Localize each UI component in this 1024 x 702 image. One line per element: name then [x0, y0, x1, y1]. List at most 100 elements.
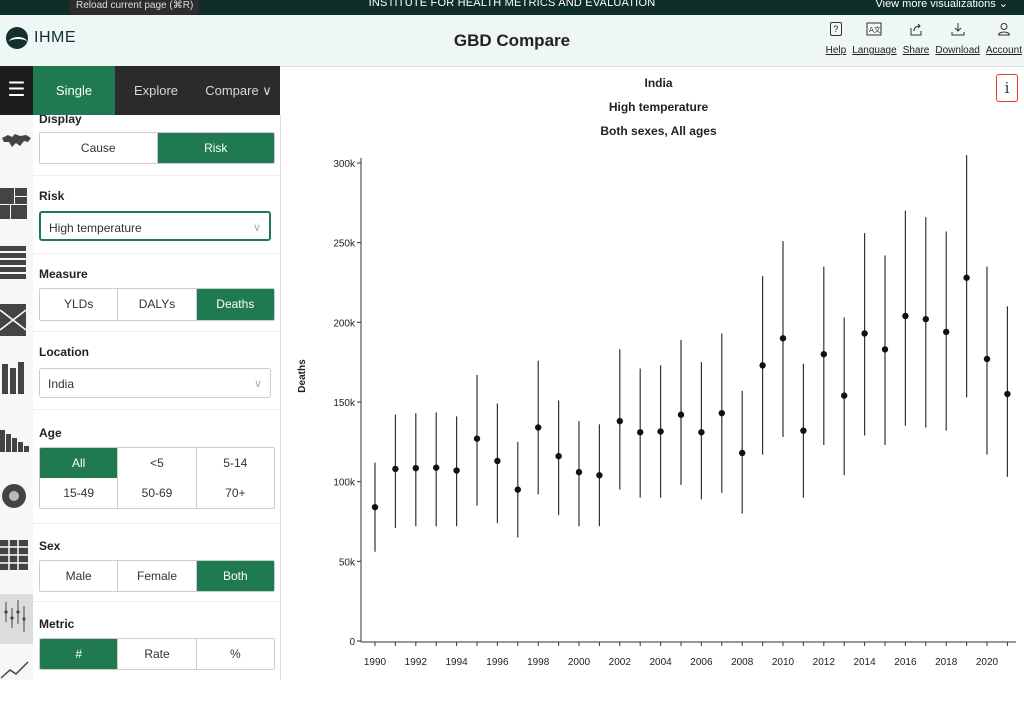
- data-point: [575, 468, 583, 476]
- location-title: Location: [39, 345, 89, 359]
- data-point: [881, 346, 889, 353]
- heatmap-viz-icon[interactable]: [0, 534, 33, 584]
- x-tick-label: 2000: [568, 657, 591, 668]
- help-icon: ?: [828, 21, 844, 37]
- x-tick-label: 2002: [609, 657, 632, 668]
- arrow-diagram-viz-icon[interactable]: [0, 242, 33, 292]
- uncertainty-viz-icon[interactable]: [0, 594, 33, 644]
- account-button[interactable]: Account: [986, 21, 1022, 56]
- metric-count-option[interactable]: #: [40, 639, 118, 669]
- chart-title-location: India: [644, 76, 673, 90]
- age-50-69-option[interactable]: 50-69: [117, 478, 196, 508]
- location-select[interactable]: India ∨: [39, 368, 271, 398]
- svg-text:A文: A文: [869, 25, 881, 34]
- ihme-logo-icon: [6, 27, 28, 49]
- ihme-logo[interactable]: IHME: [6, 27, 76, 49]
- data-point: [473, 435, 481, 442]
- share-button[interactable]: Share: [902, 21, 930, 56]
- sunburst-viz-icon[interactable]: [0, 476, 33, 526]
- header-tools: ? Help A文 Language Share Download Accou: [826, 21, 1022, 56]
- data-point: [800, 427, 807, 434]
- download-icon: [950, 21, 966, 37]
- patterns-viz-icon[interactable]: [0, 300, 33, 350]
- measure-title: Measure: [39, 267, 88, 281]
- data-point: [718, 409, 725, 417]
- hamburger-menu-icon[interactable]: ☰: [0, 66, 33, 115]
- measure-ylds-option[interactable]: YLDs: [40, 289, 118, 320]
- x-tick-label: 2008: [731, 657, 754, 668]
- data-point: [698, 429, 705, 436]
- info-button[interactable]: i: [996, 74, 1018, 102]
- download-button[interactable]: Download: [935, 21, 980, 56]
- data-point: [433, 464, 440, 471]
- help-button[interactable]: ? Help: [825, 21, 847, 56]
- risk-select[interactable]: High temperature ∨: [39, 211, 271, 241]
- x-tick-label: 2004: [649, 657, 672, 668]
- y-tick-label: 150k: [333, 398, 356, 409]
- metric-percent-option[interactable]: %: [195, 639, 274, 669]
- data-point: [922, 315, 929, 323]
- measure-deaths-option[interactable]: Deaths: [195, 289, 274, 320]
- data-point: [779, 335, 787, 342]
- metric-title: Metric: [39, 617, 75, 631]
- sex-male-option[interactable]: Male: [40, 561, 118, 591]
- sex-both-option[interactable]: Both: [195, 561, 274, 591]
- x-tick-label: 2012: [813, 657, 836, 668]
- map-viz-icon[interactable]: [0, 126, 33, 176]
- app-header: IHME GBD Compare ? Help A文 Language Shar…: [0, 15, 1024, 67]
- data-point: [637, 429, 644, 436]
- sex-female-option[interactable]: Female: [117, 561, 196, 591]
- data-point: [657, 428, 664, 435]
- line-viz-icon[interactable]: [0, 652, 33, 702]
- display-risk-option[interactable]: Risk: [156, 133, 274, 163]
- data-point: [555, 452, 562, 460]
- chevron-down-icon: ∨: [253, 378, 262, 390]
- download-label: Download: [935, 45, 980, 56]
- age-all-option[interactable]: All: [40, 448, 118, 478]
- data-point: [1004, 390, 1011, 398]
- chart-title-risk: High temperature: [608, 100, 709, 114]
- reload-tooltip: Reload current page (⌘R): [70, 0, 200, 15]
- x-tick-label: 2018: [935, 657, 958, 668]
- bar-viz-icon[interactable]: [0, 416, 33, 466]
- data-point: [412, 464, 419, 472]
- x-tick-label: 1994: [445, 657, 468, 668]
- data-point: [392, 465, 399, 473]
- x-tick-label: 2014: [853, 657, 876, 668]
- institute-topbar: INSTITUTE FOR HEALTH METRICS AND EVALUAT…: [0, 0, 1024, 15]
- measure-dalys-option[interactable]: DALYs: [117, 289, 196, 320]
- age-under5-option[interactable]: <5: [117, 448, 196, 478]
- logo-text: IHME: [34, 29, 76, 46]
- language-button[interactable]: A文 Language: [852, 21, 897, 56]
- share-label: Share: [902, 45, 930, 56]
- y-tick-label: 250k: [333, 239, 356, 250]
- y-axis-label: Deaths: [297, 359, 308, 393]
- age-5-14-option[interactable]: 5-14: [195, 448, 274, 478]
- x-tick-label: 2006: [690, 657, 713, 668]
- data-point: [677, 411, 685, 418]
- account-icon: [996, 21, 1012, 37]
- display-cause-option[interactable]: Cause: [40, 133, 157, 163]
- y-tick-label: 50k: [339, 557, 356, 568]
- age-15-49-option[interactable]: 15-49: [40, 478, 118, 508]
- measure-toggle: YLDs DALYs Deaths: [39, 288, 275, 321]
- x-tick-label: 2010: [772, 657, 795, 668]
- language-icon: A文: [866, 21, 882, 37]
- data-point: [514, 486, 521, 493]
- treemap-viz-icon[interactable]: [0, 184, 33, 234]
- tab-explore[interactable]: Explore: [133, 83, 179, 98]
- help-label: Help: [825, 45, 847, 56]
- data-point: [902, 312, 909, 320]
- metric-rate-option[interactable]: Rate: [117, 639, 196, 669]
- more-visualizations-link[interactable]: View more visualizations ⌄: [875, 0, 1008, 10]
- age-section: Age All <5 5-14 15-49 50-69 70+: [33, 409, 280, 524]
- age-row-1: All <5 5-14: [39, 447, 275, 479]
- y-tick-label: 200k: [333, 318, 356, 329]
- tab-single[interactable]: Single: [33, 66, 115, 115]
- account-label: Account: [985, 45, 1022, 56]
- data-point: [861, 330, 868, 337]
- stacked-bar-viz-icon[interactable]: [0, 358, 33, 408]
- age-70plus-option[interactable]: 70+: [195, 478, 274, 508]
- tab-compare[interactable]: Compare ∨: [205, 83, 272, 98]
- data-point: [820, 351, 827, 358]
